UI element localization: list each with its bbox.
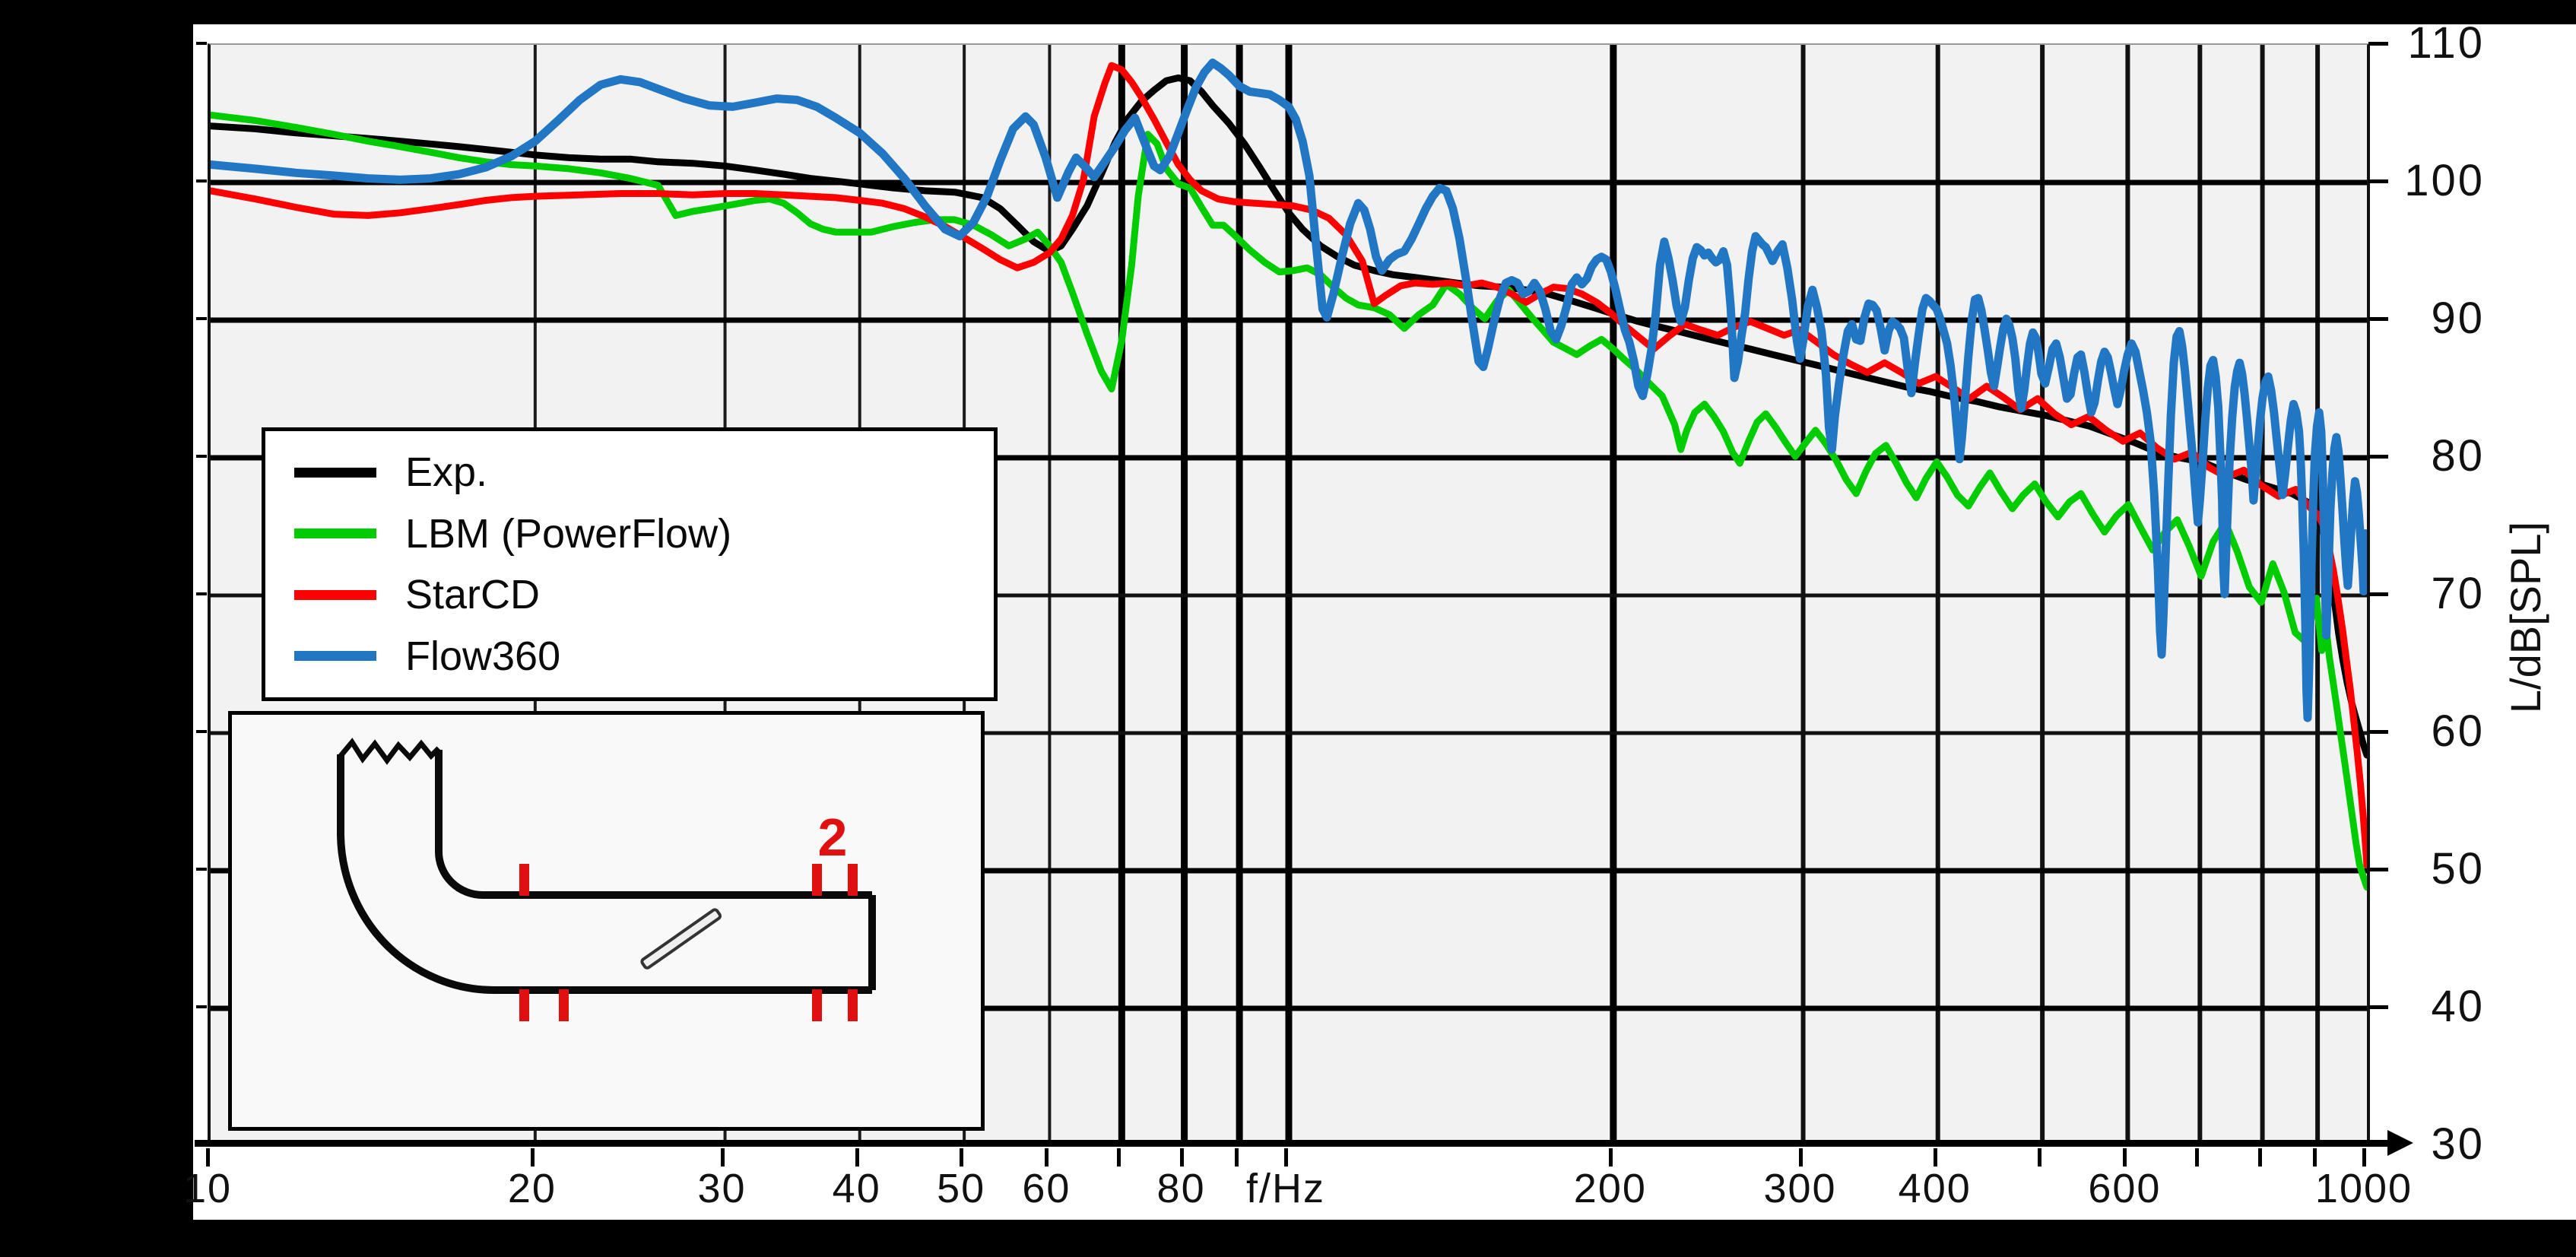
x-tick xyxy=(2257,1148,2262,1167)
y-tick xyxy=(2368,179,2388,183)
x-tick-label: 200 xyxy=(1573,1166,1647,1211)
x-tick-label: 40 xyxy=(832,1166,881,1211)
legend-line-sample-flow360 xyxy=(294,651,376,662)
legend-label: Exp. xyxy=(405,449,488,496)
x-tick xyxy=(2123,1148,2127,1167)
duct-inner-wall xyxy=(435,750,872,899)
duct-torn-edge xyxy=(338,738,441,765)
y-tick-label: 80 xyxy=(2431,431,2485,481)
x-tick xyxy=(1284,1148,1288,1167)
x-tick xyxy=(960,1148,964,1167)
x-tick xyxy=(2038,1148,2042,1167)
sensor-position-label: 2 xyxy=(818,808,848,867)
y-tick xyxy=(2368,1143,2388,1147)
legend-item-exp: Exp. xyxy=(294,449,994,496)
y-tick xyxy=(2368,730,2388,734)
legend-line-sample-exp xyxy=(294,467,376,478)
y-tick-left xyxy=(196,1143,207,1146)
sensor-mark-bottom-right-2 xyxy=(848,989,858,1021)
sensor-marks xyxy=(519,864,858,1021)
x-tick-label: 80 xyxy=(1156,1166,1206,1211)
legend-label: StarCD xyxy=(405,572,541,618)
y-tick xyxy=(2368,868,2388,871)
y-tick-left xyxy=(196,868,207,871)
y-tick-left xyxy=(196,592,207,595)
duct-schematic-drawing: 2 xyxy=(337,738,876,1021)
x-tick-label: 50 xyxy=(937,1166,986,1211)
x-axis-line xyxy=(195,1140,2392,1147)
legend-item-lbm: LBM (PowerFlow) xyxy=(294,510,994,557)
legend-line-sample-lbm xyxy=(294,529,376,539)
y-tick-left xyxy=(196,1005,207,1008)
sensor-mark-bottom-right-1 xyxy=(812,989,822,1021)
curve-flow360 xyxy=(211,59,2367,722)
x-tick xyxy=(1235,1148,1239,1167)
y-tick xyxy=(2368,455,2388,459)
x-tick xyxy=(206,1148,210,1167)
x-tick xyxy=(1608,1148,1613,1167)
x-tick xyxy=(530,1148,535,1167)
sensor-mark-top-left xyxy=(519,864,529,896)
x-tick xyxy=(1179,1148,1184,1167)
y-tick-left xyxy=(196,42,207,45)
x-tick xyxy=(1045,1148,1049,1167)
curve-lbm-powerflow xyxy=(211,111,2367,891)
spectrum-chart xyxy=(211,45,2367,1146)
x-tick xyxy=(1798,1148,1803,1167)
orifice-plate xyxy=(640,908,722,970)
y-tick-left xyxy=(196,317,207,320)
y-tick-label: 100 xyxy=(2404,156,2485,205)
y-tick-left xyxy=(196,730,207,733)
y-tick-label: 40 xyxy=(2431,982,2485,1031)
y-tick-label: 60 xyxy=(2431,706,2485,756)
sensor-mark-top-right-1 xyxy=(812,864,822,896)
x-tick-label: 400 xyxy=(1898,1166,1972,1211)
legend-line-sample-starcd xyxy=(294,589,376,600)
sensor-mark-bottom-left-2 xyxy=(559,989,569,1021)
x-tick-label: 600 xyxy=(2088,1166,2162,1211)
x-tick xyxy=(720,1148,725,1167)
y-tick xyxy=(2368,1005,2388,1009)
y-tick-label: 110 xyxy=(2407,18,2485,68)
chart-page: 10 20 30 40 50 60 80 f/Hz 200 300 400 600 1000 110 100… xyxy=(183,19,2576,1220)
y-tick-label: 30 xyxy=(2431,1119,2485,1169)
x-tick-label: 1000 xyxy=(2314,1166,2413,1211)
x-tick-label: 30 xyxy=(697,1166,747,1211)
y-axis-title: L/dB[SPL] xyxy=(2501,521,2549,714)
x-tick xyxy=(2195,1148,2200,1167)
x-tick-label: 300 xyxy=(1763,1166,1837,1211)
legend-label: LBM (PowerFlow) xyxy=(405,510,732,557)
duct-schematic: 2 xyxy=(228,711,985,1131)
y-tick-left xyxy=(196,455,207,458)
x-tick xyxy=(2313,1148,2317,1167)
x-tick xyxy=(1933,1148,1937,1167)
x-tick xyxy=(2362,1148,2366,1167)
y-tick-label: 50 xyxy=(2431,844,2485,894)
legend: Exp. LBM (PowerFlow) StarCD Flow360 xyxy=(262,427,998,701)
x-tick xyxy=(855,1148,859,1167)
x-axis-title: f/Hz xyxy=(1245,1166,1325,1211)
y-tick xyxy=(2368,42,2388,46)
y-tick-left xyxy=(196,179,207,183)
legend-label: Flow360 xyxy=(405,633,561,679)
x-axis-arrow-icon xyxy=(2387,1130,2413,1156)
sensor-mark-top-right-2 xyxy=(848,864,858,896)
y-tick xyxy=(2368,317,2388,321)
y-tick xyxy=(2368,592,2388,596)
x-tick-label: 10 xyxy=(182,1166,233,1211)
x-tick-label: 20 xyxy=(507,1166,557,1211)
legend-item-flow360: Flow360 xyxy=(294,633,994,680)
x-tick xyxy=(1117,1148,1121,1167)
y-tick-label: 90 xyxy=(2431,294,2485,343)
sensor-mark-bottom-left-1 xyxy=(519,989,529,1021)
y-tick-label: 70 xyxy=(2431,569,2485,618)
x-tick-label: 60 xyxy=(1022,1166,1071,1211)
legend-item-starcd: StarCD xyxy=(294,571,994,618)
duct-outer-wall xyxy=(337,754,872,994)
